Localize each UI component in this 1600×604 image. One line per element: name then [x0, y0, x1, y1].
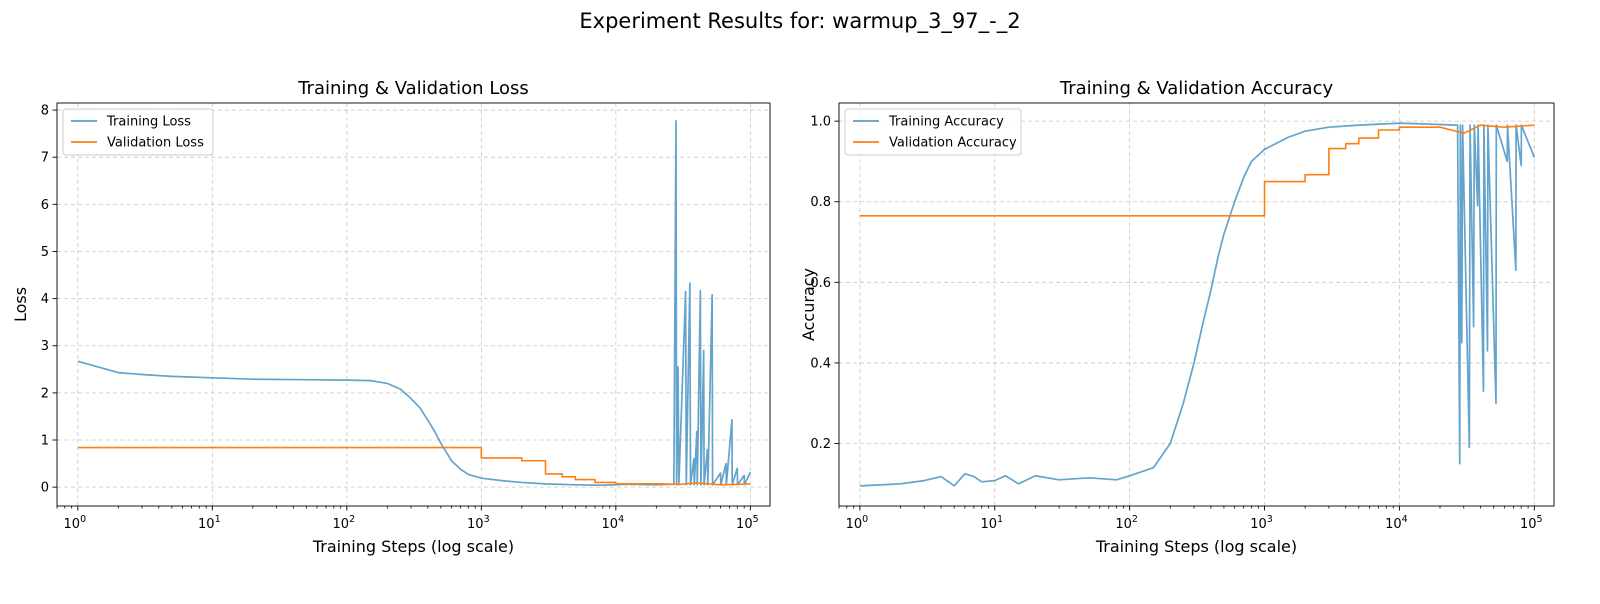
figure-suptitle: Experiment Results for: warmup_3_97_-_2	[579, 9, 1020, 34]
x-tick-label: 100	[846, 514, 869, 532]
y-axis-label: Accuracy	[799, 268, 818, 341]
y-tick-label: 0.8	[810, 195, 831, 210]
series-line-validation-loss	[77, 446, 751, 486]
y-tick-label: 5	[41, 245, 49, 260]
y-tick-label: 1	[41, 434, 49, 449]
series-line-training-loss	[77, 120, 752, 487]
plot-frame	[838, 102, 1555, 507]
x-tick-label: 105	[1520, 514, 1543, 532]
x-tick-label-base: 10	[736, 517, 753, 532]
x-tick-label-base: 10	[1115, 517, 1132, 532]
x-tick-label-base: 10	[198, 517, 215, 532]
x-tick-label-exponent: 5	[753, 514, 759, 525]
x-tick-label-exponent: 1	[215, 514, 221, 525]
y-tick-label: 0	[41, 481, 49, 496]
x-tick-label-exponent: 3	[484, 514, 490, 525]
x-tick-label-exponent: 4	[1402, 514, 1408, 525]
x-tick-label-exponent: 5	[1537, 514, 1543, 525]
x-tick-label: 103	[1250, 514, 1273, 532]
legend-label: Validation Accuracy	[889, 136, 1017, 151]
x-tick-label: 104	[1385, 514, 1408, 532]
x-tick-label-base: 10	[1385, 517, 1402, 532]
y-tick-label: 2	[41, 386, 49, 401]
legend-label: Validation Loss	[107, 136, 204, 151]
x-axis-label: Training Steps (log scale)	[312, 537, 514, 556]
chart-panel-1: 100 101 102 103 104 1050.20.40.60.81.0Trainin…	[799, 78, 1555, 556]
x-tick-label-base: 10	[602, 517, 619, 532]
x-tick-label-base: 10	[846, 517, 863, 532]
x-tick-label-base: 10	[333, 517, 350, 532]
y-tick-label: 1.0	[810, 115, 831, 130]
x-tick-label: 101	[198, 514, 221, 532]
x-tick-label-exponent: 3	[1267, 514, 1273, 525]
legend-box	[62, 108, 214, 156]
legend-label: Training Loss	[106, 115, 191, 130]
x-tick-label: 102	[1115, 514, 1138, 532]
y-tick-label: 6	[41, 198, 49, 213]
y-tick-label: 8	[41, 104, 49, 119]
x-tick-label: 103	[467, 514, 490, 532]
y-tick-label: 7	[41, 151, 49, 166]
chart-title: Training & Validation Accuracy	[1059, 78, 1334, 99]
y-axis-label: Loss	[11, 287, 30, 322]
x-tick-label-base: 10	[467, 517, 484, 532]
x-tick-label-exponent: 2	[349, 514, 355, 525]
x-tick-label-exponent: 0	[80, 514, 86, 525]
x-axis-label: Training Steps (log scale)	[1095, 537, 1297, 556]
chart-title: Training & Validation Loss	[297, 78, 529, 99]
x-tick-label: 100	[64, 514, 87, 532]
y-tick-label: 3	[41, 339, 49, 354]
y-tick-label: 4	[41, 292, 49, 307]
legend-box	[844, 108, 1022, 156]
series-line-validation-accuracy	[859, 124, 1535, 217]
legend: Training Loss Validation Loss	[62, 108, 214, 156]
x-tick-label-exponent: 0	[862, 514, 868, 525]
x-tick-label-exponent: 2	[1132, 514, 1138, 525]
series-line-training-accuracy	[859, 122, 1536, 487]
x-tick-label-base: 10	[980, 517, 997, 532]
legend-label: Training Accuracy	[888, 115, 1004, 130]
x-tick-label-base: 10	[1250, 517, 1267, 532]
legend: Training Accuracy Validation Accuracy	[844, 108, 1022, 156]
y-tick-label: 0.4	[810, 356, 831, 371]
x-tick-label-exponent: 1	[997, 514, 1003, 525]
x-tick-label: 105	[736, 514, 759, 532]
y-tick-label: 0.2	[810, 437, 831, 452]
y-tick-label: 0.6	[810, 276, 831, 291]
plot-frame	[56, 102, 771, 507]
x-tick-label-base: 10	[64, 517, 81, 532]
x-tick-label: 101	[980, 514, 1003, 532]
x-tick-label: 104	[602, 514, 625, 532]
x-tick-label: 102	[333, 514, 356, 532]
x-tick-label-base: 10	[1520, 517, 1537, 532]
x-tick-label-exponent: 4	[618, 514, 624, 525]
